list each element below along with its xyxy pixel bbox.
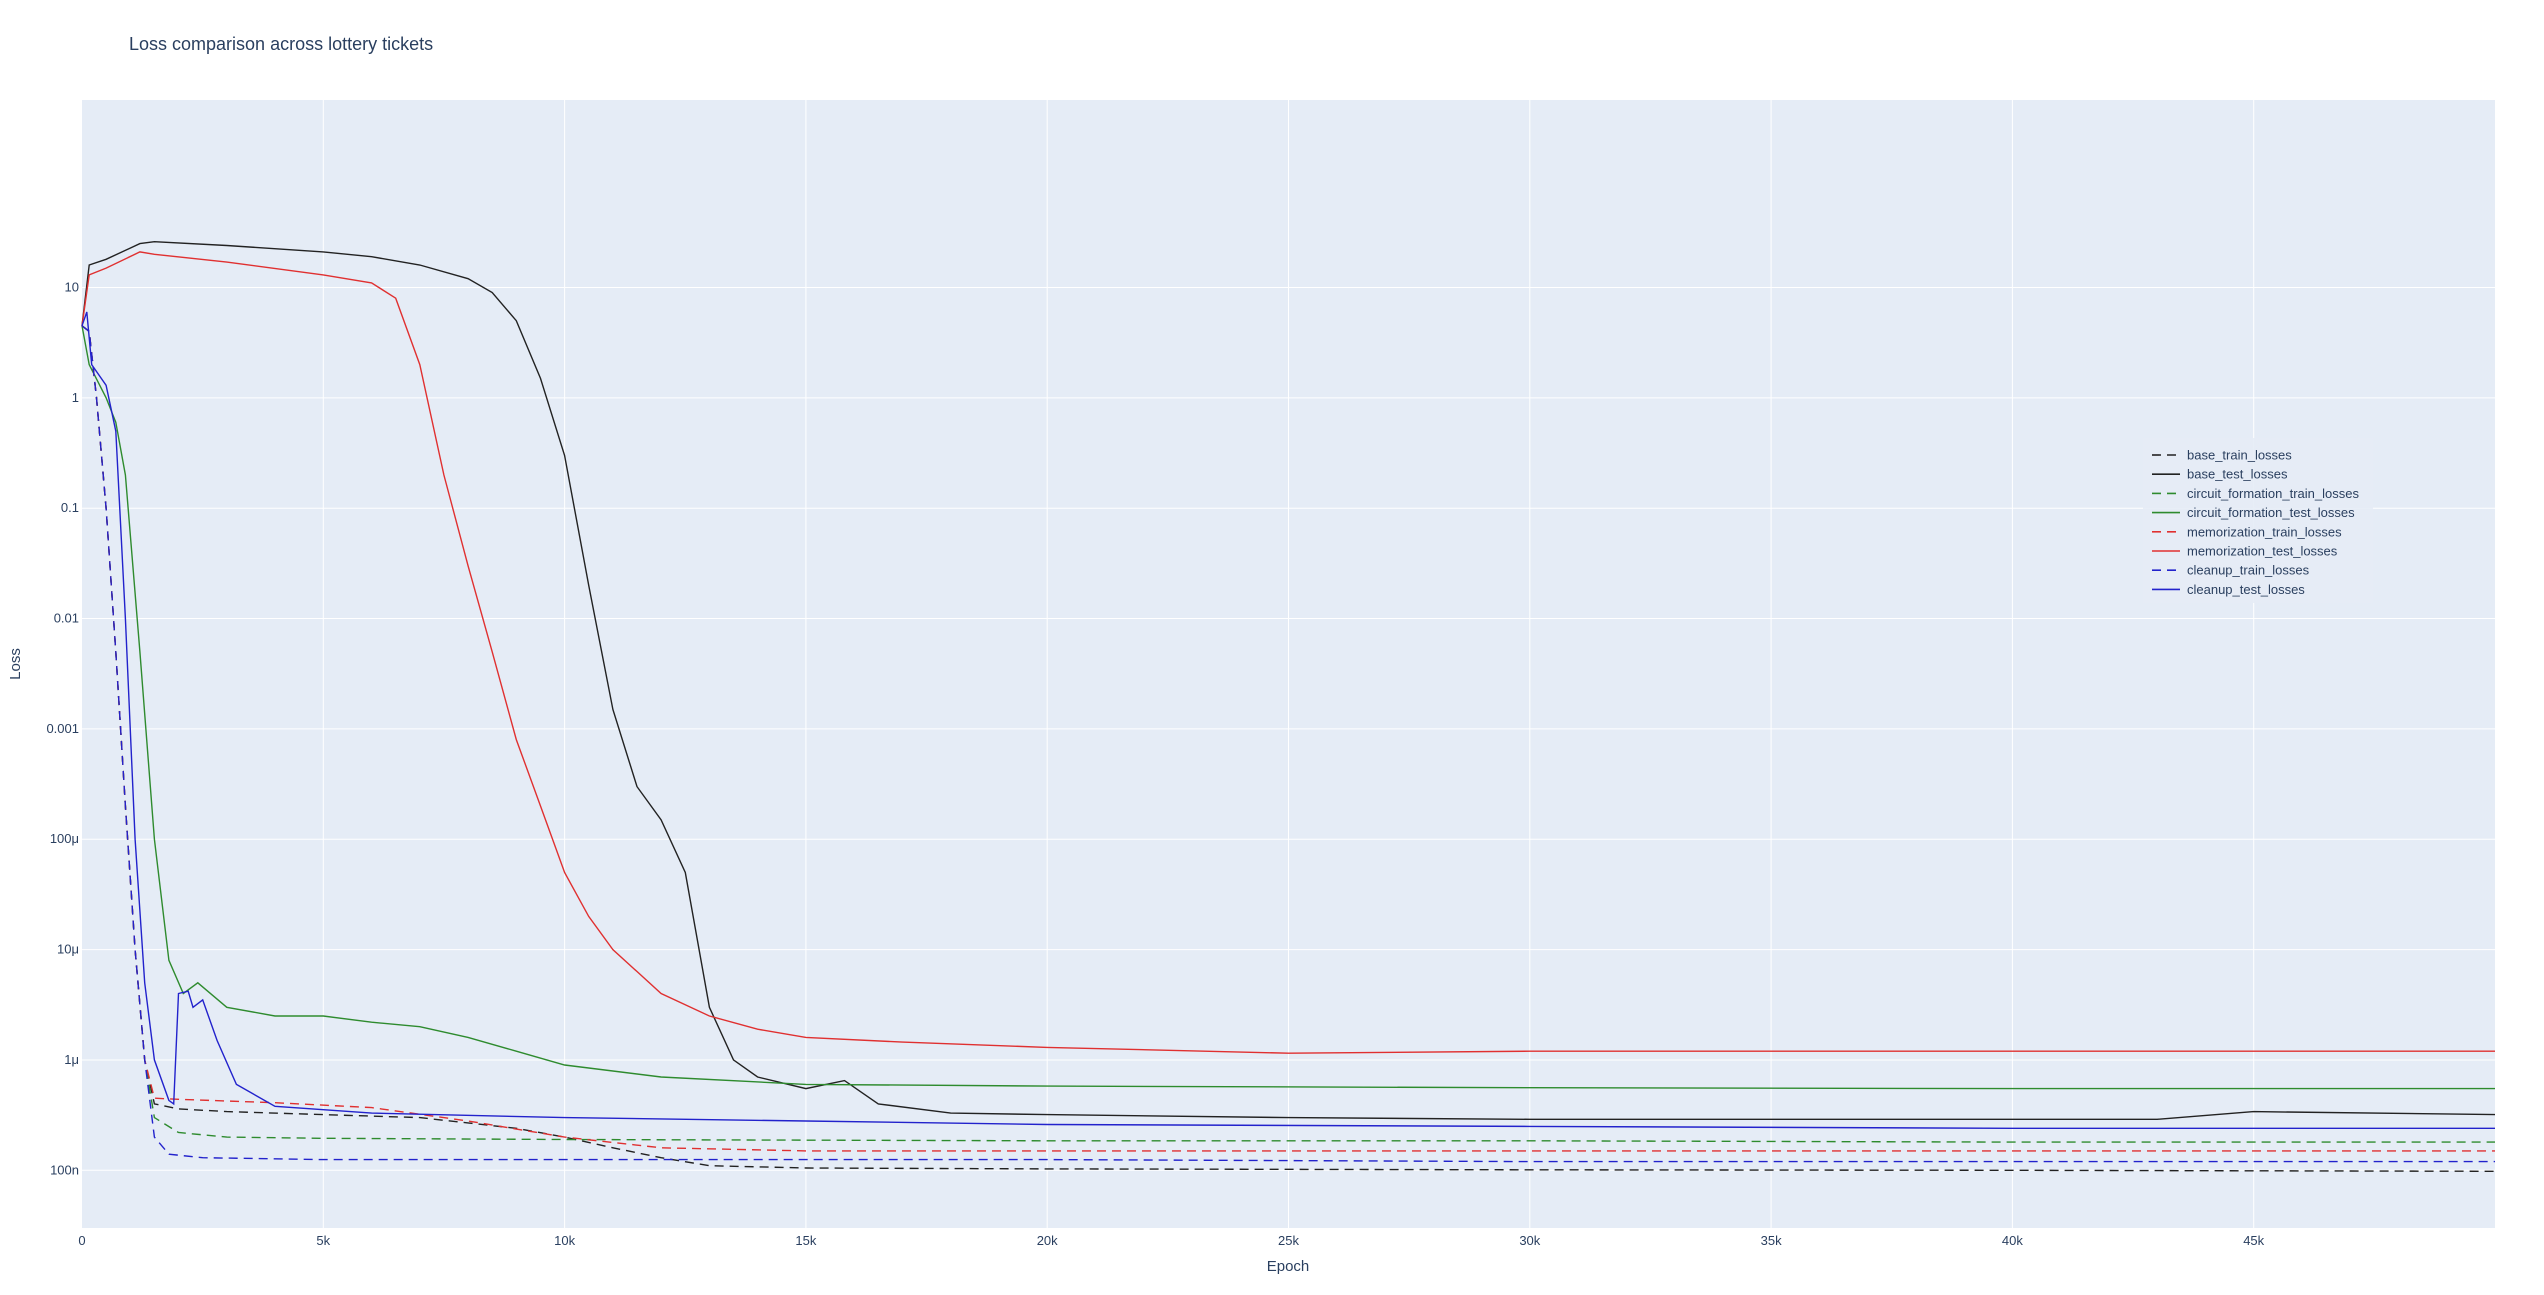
legend-item-label: base_test_losses [2187, 467, 2288, 482]
y-axis-title: Loss [7, 648, 24, 680]
x-tick-labels: 0 5k 10k 15k 20k 25k 30k 35k 40k 45k [78, 1233, 2264, 1248]
series-line-circuit-formation-train-losses [81, 325, 2495, 1143]
series-line-base-train-losses [81, 325, 2496, 1172]
y-tick-label: 100μ [50, 831, 79, 846]
x-tick-label: 45k [2243, 1233, 2264, 1248]
x-gridlines [322, 100, 2255, 1228]
y-tick-label: 0.01 [54, 611, 79, 626]
y-tick-label: 0.1 [61, 500, 79, 515]
legend-item-label: cleanup_test_losses [2187, 582, 2305, 597]
chart-title: Loss comparison across lottery tickets [129, 34, 433, 54]
y-tick-label: 100n [50, 1162, 79, 1177]
y-tick-label: 1 [72, 390, 79, 405]
x-tick-label: 20k [1037, 1233, 1058, 1248]
series-line-circuit-formation-test-losses [81, 325, 2495, 1090]
series-line-cleanup-train-losses [81, 325, 2495, 1163]
legend-item-label: circuit_formation_test_losses [2187, 505, 2355, 520]
y-tick-label: 1μ [64, 1052, 79, 1067]
legend-item-label: cleanup_train_losses [2187, 563, 2310, 578]
x-tick-label: 35k [1761, 1233, 1782, 1248]
x-tick-label: 0 [78, 1233, 85, 1248]
x-axis-title: Epoch [1267, 1258, 1310, 1275]
series-line-base-test-losses [81, 240, 2496, 1120]
legend-item-label: memorization_test_losses [2187, 544, 2338, 559]
x-tick-label: 10k [554, 1233, 575, 1248]
x-tick-label: 15k [795, 1233, 816, 1248]
x-tick-label: 40k [2002, 1233, 2023, 1248]
legend-item-label: base_train_losses [2187, 448, 2292, 463]
x-tick-label: 30k [1519, 1233, 1540, 1248]
y-tick-label: 10μ [57, 942, 79, 957]
legend-item-label: memorization_train_losses [2187, 524, 2342, 539]
legend-item-label: circuit_formation_train_losses [2187, 486, 2359, 501]
series-lines [81, 240, 2496, 1172]
x-tick-label: 5k [316, 1233, 330, 1248]
legend: base_train_losses base_test_lossescircuit… [2143, 438, 2373, 603]
series-line-cleanup-test-losses [81, 311, 2495, 1129]
y-tick-label: 10 [65, 279, 79, 294]
x-tick-label: 25k [1278, 1233, 1299, 1248]
series-line-memorization-test-losses [81, 251, 2495, 1054]
legend-box [2143, 438, 2373, 603]
y-tick-label: 0.001 [46, 721, 79, 736]
y-tick-labels: 100n 1μ 10μ 100μ 0.001 0.01 0.1 1 10 [46, 279, 79, 1177]
